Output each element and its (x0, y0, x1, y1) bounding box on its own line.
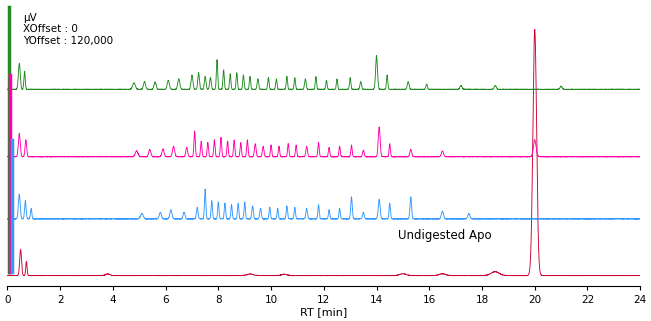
Text: Undigested Apo: Undigested Apo (398, 230, 492, 242)
Text: μV
XOffset : 0
YOffset : 120,000: μV XOffset : 0 YOffset : 120,000 (23, 13, 113, 46)
X-axis label: RT [min]: RT [min] (300, 307, 348, 317)
